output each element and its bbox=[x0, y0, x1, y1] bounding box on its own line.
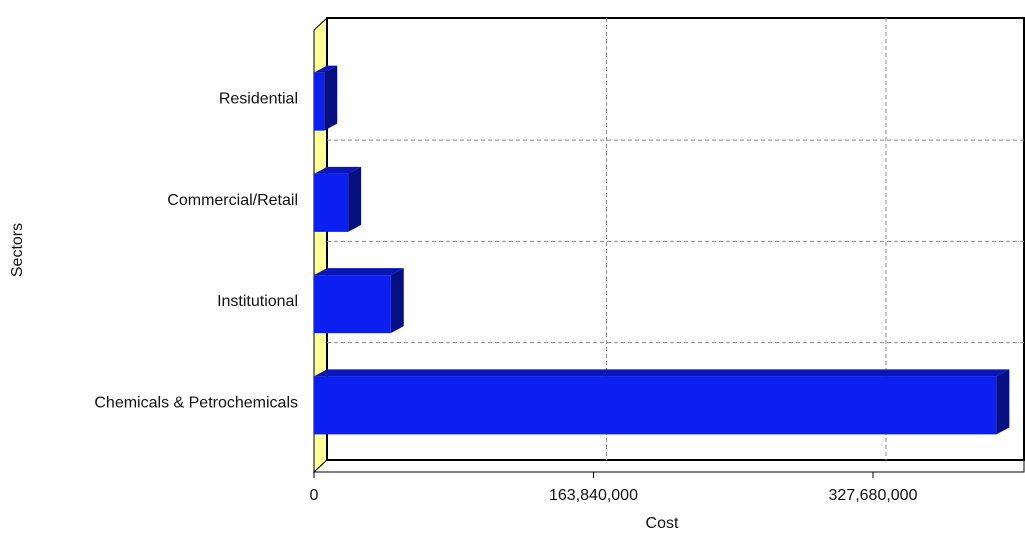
bar-top bbox=[314, 65, 338, 73]
bar-side bbox=[348, 166, 362, 232]
category-labels: Residential Commercial/Retail Institutiona… bbox=[94, 91, 298, 412]
floor bbox=[312, 459, 1025, 473]
x-tick-label: 163,840,000 bbox=[549, 487, 638, 504]
bars bbox=[314, 65, 1010, 435]
plot-border bbox=[326, 17, 1025, 461]
plot-frame bbox=[312, 16, 1025, 474]
category-label: Commercial/Retail bbox=[167, 192, 298, 209]
bar-side bbox=[996, 369, 1010, 435]
bar bbox=[314, 72, 325, 131]
gridlines bbox=[313, 18, 1024, 478]
x-axis-title: Cost bbox=[646, 515, 679, 532]
bar-side bbox=[390, 268, 404, 334]
x-tick-labels: 0 163,840,000 327,680,000 bbox=[310, 487, 918, 504]
bar bbox=[314, 173, 349, 232]
bar-top bbox=[314, 166, 362, 174]
category-label: Institutional bbox=[217, 293, 298, 310]
category-label: Residential bbox=[219, 91, 298, 108]
bar bbox=[314, 376, 997, 435]
category-label: Chemicals & Petrochemicals bbox=[94, 394, 298, 411]
x-tick-label: 0 bbox=[310, 487, 319, 504]
y-axis-title: Sectors bbox=[9, 223, 26, 277]
bar-top bbox=[314, 369, 1010, 377]
bar-top bbox=[314, 268, 404, 276]
x-tick-label: 327,680,000 bbox=[829, 487, 918, 504]
bar-side bbox=[324, 65, 338, 131]
bar bbox=[314, 275, 391, 334]
